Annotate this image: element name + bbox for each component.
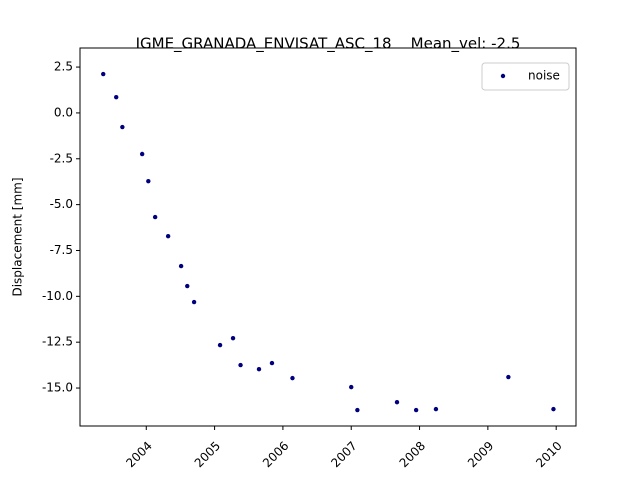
data-point <box>230 335 236 341</box>
data-point <box>139 151 145 157</box>
data-point <box>394 399 400 405</box>
data-point <box>191 299 197 305</box>
data-point <box>349 384 354 390</box>
data-point <box>101 71 106 77</box>
x-tick-label: 2006 <box>260 439 291 470</box>
y-tick-label: -7.5 <box>50 243 73 257</box>
x-tick-label: 2010 <box>533 439 564 470</box>
x-tick-label: 2007 <box>328 439 359 470</box>
data-point <box>178 263 184 269</box>
x-tick-label: 2005 <box>192 439 223 470</box>
chart-title: IGME_GRANADA_ENVISAT_ASC_18 Mean_vel: -2… <box>136 35 521 54</box>
y-tick-label: -15.0 <box>42 381 73 395</box>
data-point <box>433 406 439 412</box>
legend-box <box>481 62 570 91</box>
data-point <box>256 366 262 372</box>
x-tick-label: 2009 <box>465 439 496 470</box>
legend-label: noise <box>528 69 560 83</box>
data-point <box>551 406 556 412</box>
y-tick-label: -5.0 <box>50 197 73 211</box>
legend-marker <box>500 73 506 79</box>
data-point <box>238 362 243 368</box>
y-tick-label: -10.0 <box>42 289 73 303</box>
data-point <box>114 94 119 100</box>
data-point <box>120 124 125 130</box>
y-tick-label: -2.5 <box>50 151 73 165</box>
data-point <box>217 342 223 348</box>
x-tick-label: 2004 <box>123 439 154 470</box>
data-point <box>165 233 171 239</box>
x-tick-label: 2008 <box>397 439 428 470</box>
data-point <box>355 407 360 413</box>
data-point <box>185 283 190 289</box>
data-point <box>506 374 511 380</box>
y-axis-label: Displacement [mm] <box>11 177 25 296</box>
plot-frame <box>79 47 577 427</box>
data-point <box>146 178 151 184</box>
y-tick-label: -12.5 <box>42 335 73 349</box>
data-point <box>152 214 158 220</box>
y-tick-label: 0.0 <box>54 105 73 119</box>
data-point <box>290 375 295 381</box>
y-tick-label: 2.5 <box>54 60 73 74</box>
data-point <box>269 360 275 366</box>
data-point <box>413 407 419 413</box>
